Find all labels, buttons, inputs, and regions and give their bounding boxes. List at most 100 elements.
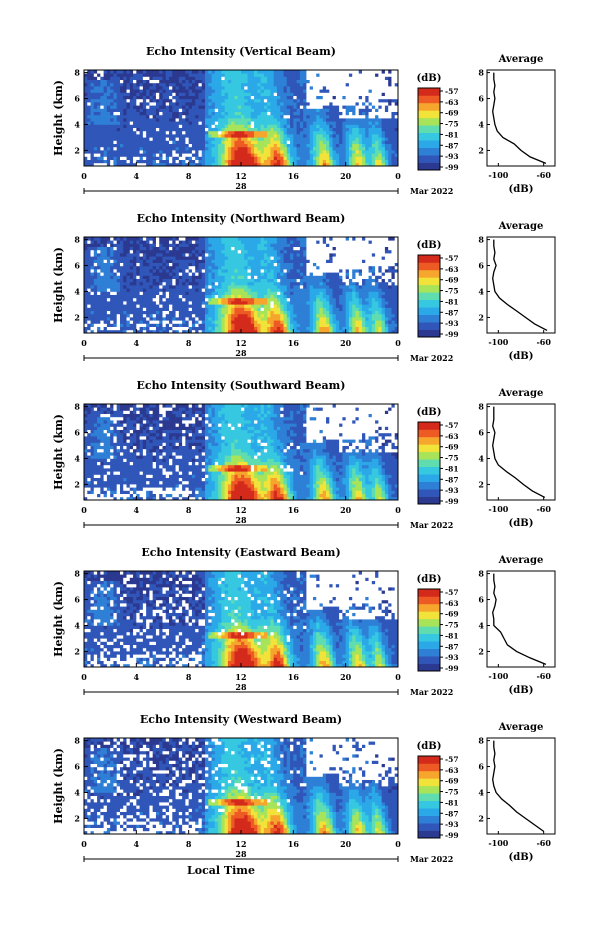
- heatmap-cell: [303, 114, 307, 119]
- heatmap-cell: [201, 304, 206, 308]
- heatmap-cell: [273, 114, 278, 119]
- heatmap-cell: [149, 329, 154, 334]
- heatmap-cell: [231, 73, 235, 77]
- heatmap-cell: [110, 95, 114, 100]
- heatmap-cell: [185, 111, 190, 116]
- heatmap-cell: [362, 98, 366, 103]
- heatmap-cell: [296, 124, 301, 128]
- heatmap-cell: [355, 92, 360, 96]
- y-tick-label: 8: [74, 68, 80, 78]
- heatmap-cell: [218, 288, 222, 292]
- heatmap-cell: [221, 111, 226, 116]
- heatmap-cell: [129, 304, 134, 308]
- heatmap-cell: [142, 294, 147, 299]
- heatmap-cell: [231, 76, 235, 80]
- heatmap-cell: [329, 162, 333, 167]
- heatmap-cell: [257, 285, 262, 289]
- heatmap-cell: [211, 240, 216, 244]
- heatmap-cell: [293, 313, 297, 318]
- heatmap-cell: [97, 240, 101, 244]
- heatmap-cell: [129, 275, 134, 279]
- heatmap-cell: [257, 127, 262, 132]
- heatmap-cell: [371, 102, 376, 106]
- heatmap-cell: [339, 134, 343, 138]
- heatmap-cell: [87, 162, 91, 167]
- heatmap-cell: [113, 253, 118, 257]
- heatmap-cell: [133, 307, 137, 311]
- heatmap-cell: [250, 256, 255, 260]
- heatmap-cell: [178, 272, 183, 276]
- heatmap-cell: [260, 76, 265, 80]
- heatmap-cell: [195, 140, 199, 144]
- heatmap-cell: [273, 301, 278, 305]
- heatmap-cell: [290, 114, 294, 119]
- heatmap-cell: [208, 127, 212, 132]
- heatmap-cell: [165, 70, 170, 74]
- heatmap-cell: [178, 291, 183, 295]
- heatmap-cell: [234, 246, 239, 251]
- heatmap-cell: [290, 111, 294, 116]
- heatmap-cell: [149, 246, 154, 251]
- heatmap-cell: [119, 146, 124, 151]
- heatmap-cell: [139, 285, 144, 289]
- heatmap-cell: [352, 95, 356, 100]
- heatmap-cell: [129, 256, 134, 260]
- heatmap-cell: [214, 301, 219, 305]
- heatmap-cell: [149, 134, 154, 138]
- heatmap-cell: [231, 329, 235, 334]
- heatmap-cell: [195, 121, 199, 125]
- heatmap-cell: [106, 310, 111, 315]
- heatmap-cell: [276, 105, 281, 109]
- heatmap-cell: [394, 140, 399, 144]
- heatmap-cell: [254, 153, 258, 157]
- heatmap-cell: [119, 265, 124, 270]
- heatmap-cell: [129, 102, 134, 106]
- heatmap-cell: [280, 323, 284, 327]
- heatmap-cell: [155, 291, 160, 295]
- heatmap-cell: [119, 262, 124, 267]
- heatmap-cell: [332, 111, 337, 116]
- heatmap-cell: [221, 102, 226, 106]
- heatmap-cell: [126, 73, 131, 77]
- heatmap-cell: [188, 281, 193, 286]
- heatmap-cell: [290, 118, 294, 122]
- heatmap-cell: [155, 143, 160, 148]
- heatmap-cell: [348, 153, 353, 157]
- heatmap-cell: [172, 137, 176, 141]
- heatmap-cell: [345, 105, 350, 109]
- heatmap-cell: [388, 98, 392, 103]
- heatmap-cell: [257, 86, 262, 90]
- heatmap-cell: [139, 269, 144, 273]
- heatmap-cell: [362, 143, 366, 148]
- heatmap-cell: [234, 102, 239, 106]
- heatmap-cell: [241, 159, 245, 164]
- heatmap-cell: [375, 137, 379, 141]
- heatmap-cell: [280, 291, 284, 295]
- heatmap-cell: [290, 253, 294, 257]
- heatmap-cell: [309, 162, 314, 167]
- heatmap-cell: [306, 137, 311, 141]
- heatmap-cell: [126, 114, 131, 119]
- heatmap-cell: [165, 256, 170, 260]
- heatmap-cell: [119, 121, 124, 125]
- heatmap-cell: [185, 329, 190, 334]
- heatmap-cell: [293, 297, 297, 302]
- heatmap-cell: [365, 140, 369, 144]
- heatmap-cell: [332, 156, 337, 160]
- heatmap-cell: [332, 76, 337, 80]
- heatmap-cell: [159, 124, 163, 128]
- heatmap-cell: [254, 278, 258, 283]
- heatmap-cell: [103, 240, 108, 244]
- heatmap-cell: [97, 162, 101, 167]
- heatmap-cell: [214, 281, 219, 286]
- heatmap-cell: [152, 294, 157, 299]
- heatmap-cell: [146, 329, 150, 334]
- heatmap-cell: [214, 243, 219, 247]
- heatmap-cell: [375, 140, 379, 144]
- heatmap-cell: [159, 275, 163, 279]
- heatmap-cell: [185, 127, 190, 132]
- heatmap-cell: [237, 108, 242, 112]
- heatmap-cell: [126, 285, 131, 289]
- heatmap-cell: [201, 76, 206, 80]
- heatmap-cell: [155, 307, 160, 311]
